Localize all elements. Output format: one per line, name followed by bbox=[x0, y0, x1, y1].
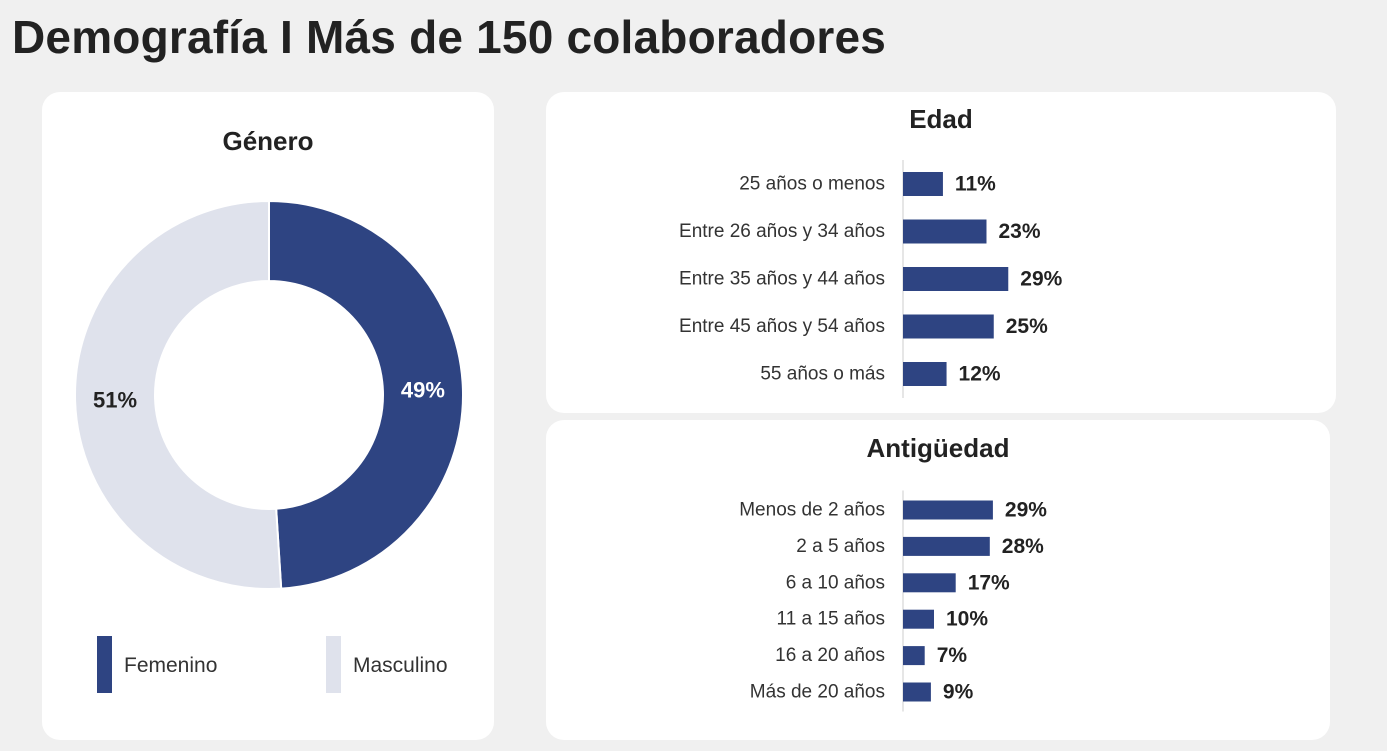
bar-16-a-20-anos bbox=[903, 646, 925, 666]
bar-value-label-mas-de-20-anos: 9% bbox=[943, 681, 974, 704]
tenure-chart-title: Antigüedad bbox=[866, 433, 1010, 463]
bar-value-label-25-anos-o-menos: 11% bbox=[955, 173, 996, 196]
bar-6-a-10-anos bbox=[903, 573, 956, 593]
category-label-16-a-20-anos: 16 a 20 años bbox=[775, 645, 885, 666]
legend-label-masculino: Masculino bbox=[353, 654, 448, 677]
category-label-55-anos-o-mas: 55 años o más bbox=[760, 364, 885, 385]
tenure-card: Antigüedad Menos de 2 años 29% 2 a 5 años 2… bbox=[546, 420, 1330, 740]
category-label-entre-45-anos-y-54-anos: Entre 45 años y 54 años bbox=[679, 316, 885, 337]
category-label-6-a-10-anos: 6 a 10 años bbox=[786, 572, 885, 593]
bar-value-label-16-a-20-anos: 7% bbox=[937, 644, 968, 667]
bar-value-label-6-a-10-anos: 17% bbox=[968, 571, 1010, 594]
legend-swatch-femenino bbox=[97, 636, 112, 693]
bar-entre-35-anos-y-44-anos bbox=[903, 267, 1009, 291]
bar-value-label-11-a-15-anos: 10% bbox=[946, 608, 988, 631]
bar-11-a-15-anos bbox=[903, 609, 934, 629]
bar-value-label-menos-de-2-anos: 29% bbox=[1005, 499, 1047, 522]
tenure-bar-chart: Menos de 2 años 29% 2 a 5 años 28% 6 a 10 añ… bbox=[739, 490, 1047, 712]
bar-value-label-entre-35-anos-y-44-anos: 29% bbox=[1020, 268, 1062, 291]
category-label-menos-de-2-anos: Menos de 2 años bbox=[739, 500, 885, 521]
bar-value-label-entre-26-anos-y-34-anos: 23% bbox=[998, 220, 1040, 243]
category-label-11-a-15-anos: 11 a 15 años bbox=[777, 609, 885, 630]
gender-card: Género 49% 51% Femenino Masculino bbox=[42, 92, 494, 740]
category-label-entre-35-anos-y-44-anos: Entre 35 años y 44 años bbox=[679, 269, 885, 290]
page-title: Demografía I Más de 150 colaboradores bbox=[12, 11, 887, 63]
category-label-25-anos-o-menos: 25 años o menos bbox=[739, 174, 885, 195]
gender-donut-chart: 49% 51% bbox=[74, 199, 464, 590]
category-label-entre-26-anos-y-34-anos: Entre 26 años y 34 años bbox=[679, 221, 885, 242]
donut-value-label-masculino: 51% bbox=[93, 387, 137, 412]
age-card: Edad 25 años o menos 11% Entre 26 años y 3… bbox=[546, 92, 1336, 413]
bar-25-anos-o-menos bbox=[903, 172, 943, 196]
bar-entre-45-anos-y-54-anos bbox=[903, 314, 994, 339]
bar-menos-de-2-anos bbox=[903, 500, 993, 520]
bar-2-a-5-anos bbox=[903, 536, 990, 556]
category-label-2-a-5-anos: 2 a 5 años bbox=[796, 536, 885, 557]
gender-chart-title: Género bbox=[222, 126, 314, 156]
legend-label-femenino: Femenino bbox=[124, 654, 218, 677]
donut-slice-masculino bbox=[74, 199, 283, 590]
age-chart-title: Edad bbox=[909, 104, 973, 134]
bar-55-anos-o-mas bbox=[903, 362, 947, 386]
bar-mas-de-20-anos bbox=[903, 682, 931, 702]
bar-value-label-entre-45-anos-y-54-anos: 25% bbox=[1006, 315, 1048, 338]
bar-value-label-2-a-5-anos: 28% bbox=[1002, 535, 1044, 558]
age-bar-chart: 25 años o menos 11% Entre 26 años y 34 año… bbox=[679, 160, 1063, 398]
donut-slice-femenino bbox=[268, 199, 464, 590]
category-label-mas-de-20-anos: Más de 20 años bbox=[750, 682, 885, 703]
donut-value-label-femenino: 49% bbox=[401, 378, 445, 403]
legend-swatch-masculino bbox=[326, 636, 341, 693]
bar-value-label-55-anos-o-mas: 12% bbox=[959, 363, 1001, 386]
bar-entre-26-anos-y-34-anos bbox=[903, 219, 987, 244]
